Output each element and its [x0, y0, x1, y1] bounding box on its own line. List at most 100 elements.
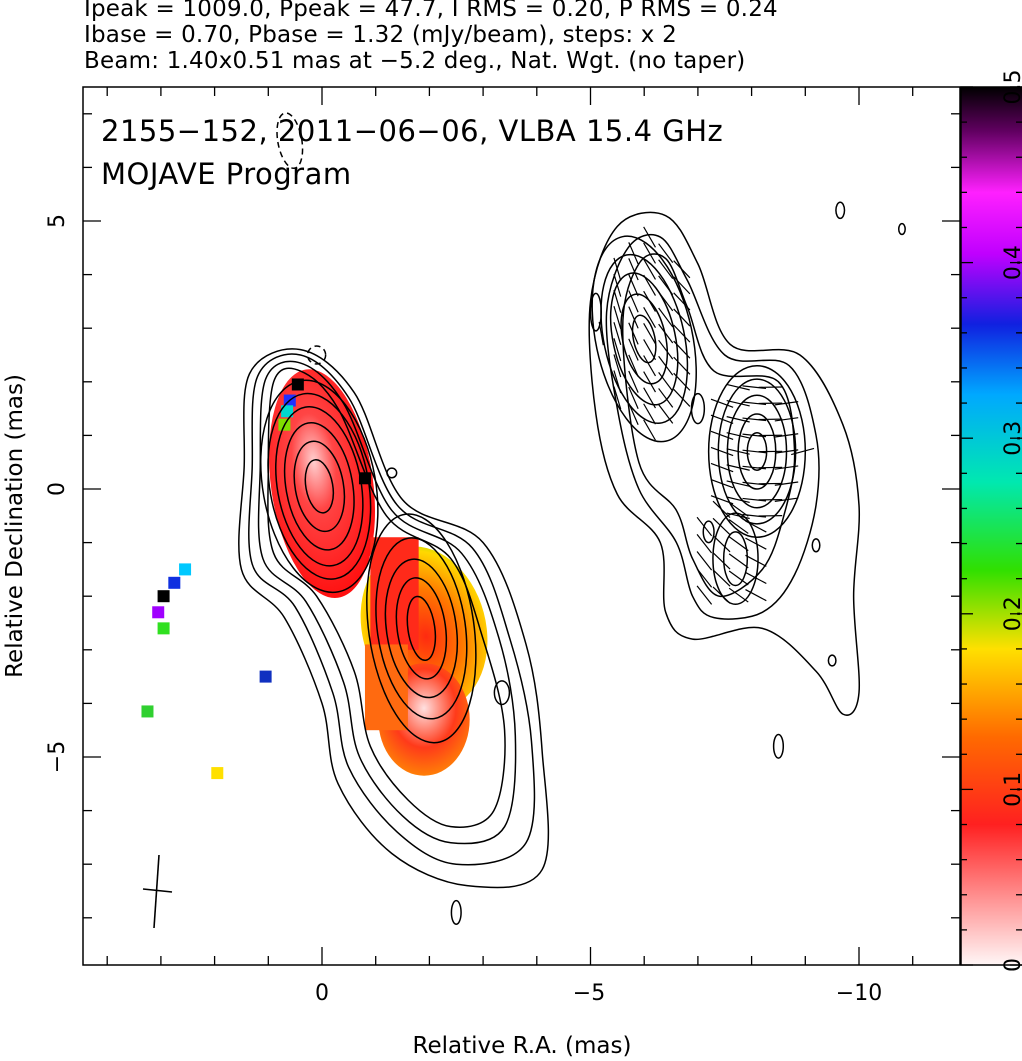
isolated-contour [450, 899, 462, 925]
evpa-tick [673, 372, 691, 391]
axis-ticks [83, 87, 960, 965]
colorbar-tick-label: 0.4 [1001, 245, 1022, 280]
evpa-tick [726, 512, 750, 520]
evpa-tick [710, 398, 734, 408]
evpa-tick [745, 571, 767, 585]
polarized-contour [702, 520, 715, 544]
evpa-tick [658, 259, 674, 280]
evpa-tick [673, 324, 691, 343]
evpa-tick [710, 430, 734, 441]
polarized-contour [722, 531, 749, 587]
map-subtitle: MOJAVE Program [101, 157, 352, 191]
fractional-polarization-image [141, 369, 488, 780]
colorbar-tick-label: 0.2 [1001, 596, 1022, 631]
core-contour [275, 406, 364, 567]
evpa-tick [726, 416, 750, 423]
evpa-tick [613, 273, 622, 297]
plot-frame [82, 86, 961, 966]
colorbar-tick-label: 0.5 [1001, 70, 1022, 105]
negative-contour [276, 112, 304, 170]
evpa-tick [742, 497, 767, 502]
evpa-tick [710, 414, 734, 424]
polarized-contour [591, 235, 697, 443]
isolated-contour [835, 201, 846, 220]
evpa-tick [613, 257, 622, 281]
evpa-tick [628, 370, 639, 393]
evpa-tick [673, 388, 691, 407]
evpa-tick [712, 586, 731, 604]
polarized-envelope-contour [605, 233, 820, 620]
evpa-tick [613, 370, 622, 394]
polarized-contour [631, 314, 657, 364]
polarization-edge-pixel [211, 767, 224, 780]
polarized-envelope-contour [588, 211, 861, 716]
isolated-contour [386, 467, 398, 479]
evpa-tick [613, 386, 622, 410]
evpa-tick [710, 478, 734, 489]
evpa-tick [742, 465, 767, 470]
evpa-tick [613, 322, 622, 346]
evpa-tick [742, 401, 767, 406]
evpa-tick [613, 354, 622, 378]
evpa-tick [728, 501, 749, 517]
evpa-tick [658, 339, 674, 360]
evpa-tick [643, 419, 656, 441]
evpa-tick [658, 307, 674, 328]
polarized-contour [600, 253, 689, 424]
polarization-edge-pixel [179, 563, 192, 576]
evpa-tick [643, 403, 656, 425]
evpa-tick [712, 517, 731, 536]
evpa-tick [728, 570, 749, 586]
evpa-tick [673, 356, 691, 375]
evpa-tick [613, 338, 622, 362]
isolated-contour [811, 538, 821, 553]
knot-contour [366, 513, 477, 744]
evpa-tick [774, 465, 799, 470]
evpa-tick [658, 355, 674, 376]
evpa-tick [774, 401, 799, 406]
evpa-tick [774, 497, 799, 502]
evpa-tick [628, 242, 639, 265]
evpa-tick [658, 388, 674, 408]
polarization-edge-pixel [152, 606, 165, 619]
evpa-tick [774, 417, 799, 422]
evpa-tick [658, 404, 674, 424]
core-contour [267, 392, 372, 580]
evpa-tick [728, 587, 749, 603]
polarized-contour [717, 378, 797, 525]
evpa-tick [673, 276, 691, 295]
evpa-tick [643, 355, 656, 377]
evpa-tick [728, 536, 749, 552]
evpa-tick [712, 552, 731, 570]
evpa-tick [726, 480, 750, 487]
evpa-vectors [598, 226, 815, 605]
isolated-contour [493, 680, 511, 706]
polarization-edge-pixel [141, 705, 154, 718]
evpa-tick [742, 433, 767, 438]
x-tick-label-0: 0 [315, 981, 329, 1006]
evpa-tick [742, 449, 767, 454]
x-axis-title: Relative R.A. (mas) [413, 1033, 632, 1059]
colorbar [960, 86, 1022, 966]
evpa-tick [726, 383, 750, 391]
evpa-tick [726, 432, 750, 439]
evpa-tick [745, 589, 767, 602]
y-tick-label-minus5: −5 [45, 741, 70, 773]
evpa-tick [696, 516, 713, 537]
polarization-edge-pixel [157, 622, 170, 635]
evpa-tick [726, 448, 750, 455]
evpa-tick [673, 308, 691, 327]
polarization-edge-pixel [157, 590, 170, 603]
y-axis-title: Relative Declination (mas) [2, 374, 28, 678]
isolated-contour [589, 292, 602, 332]
evpa-tick [728, 519, 749, 534]
evpa-tick [613, 306, 622, 329]
evpa-tick [658, 275, 674, 296]
evpa-tick [598, 321, 604, 346]
jet-envelope-contour [267, 367, 506, 828]
evpa-tick [673, 340, 691, 359]
evpa-tick [643, 339, 656, 361]
header-beam-line: Beam: 1.40x0.51 mas at −5.2 deg., Nat. W… [84, 48, 746, 74]
evpa-tick [628, 274, 639, 297]
evpa-tick [726, 399, 750, 407]
